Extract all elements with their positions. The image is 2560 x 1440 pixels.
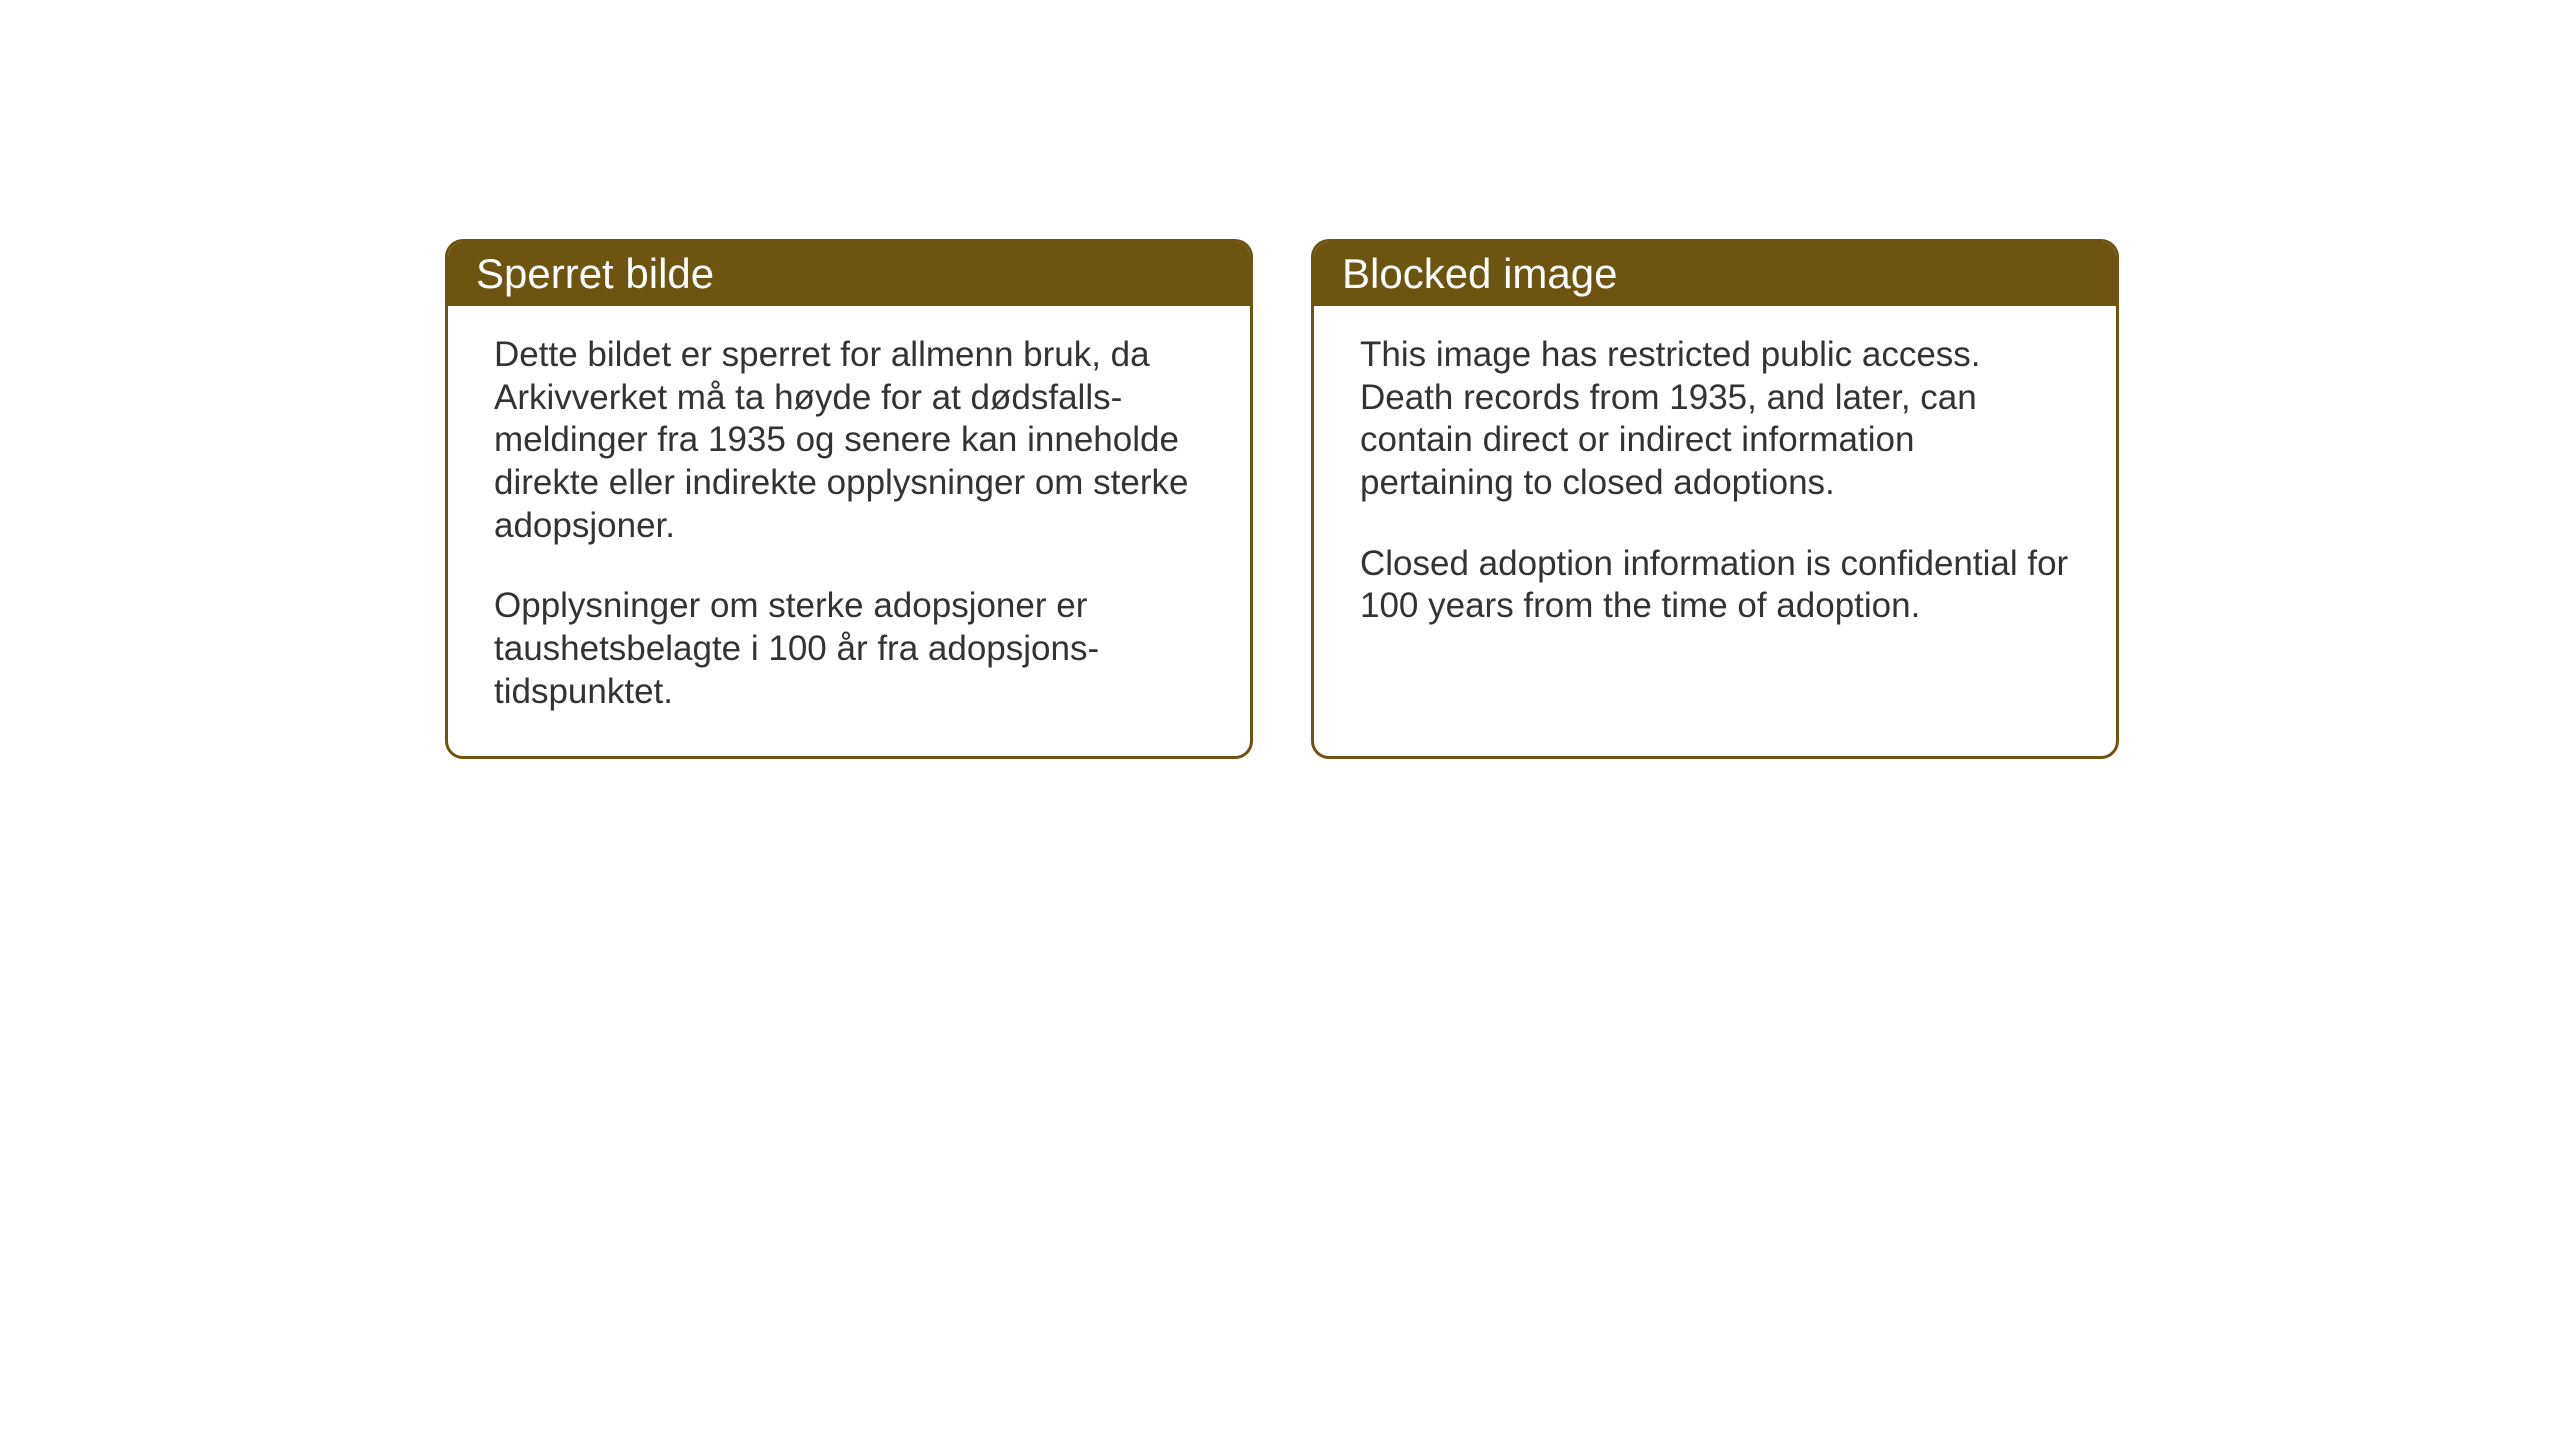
english-card-title: Blocked image — [1314, 242, 2116, 306]
english-paragraph-2: Closed adoption information is confident… — [1360, 543, 2070, 628]
cards-container: Sperret bilde Dette bildet er sperret fo… — [445, 239, 2119, 759]
english-card-body: This image has restricted public access.… — [1314, 306, 2116, 670]
norwegian-card-title: Sperret bilde — [448, 242, 1250, 306]
english-paragraph-1: This image has restricted public access.… — [1360, 334, 2070, 505]
norwegian-paragraph-2: Opplysninger om sterke adopsjoner er tau… — [494, 585, 1204, 713]
norwegian-card-body: Dette bildet er sperret for allmenn bruk… — [448, 306, 1250, 756]
norwegian-card: Sperret bilde Dette bildet er sperret fo… — [445, 239, 1253, 759]
norwegian-paragraph-1: Dette bildet er sperret for allmenn bruk… — [494, 334, 1204, 547]
english-card: Blocked image This image has restricted … — [1311, 239, 2119, 759]
